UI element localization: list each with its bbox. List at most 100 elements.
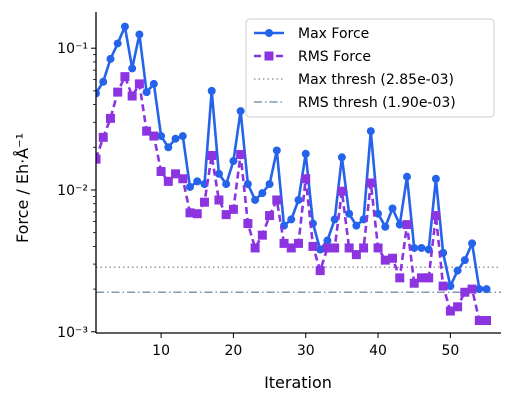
legend-marker bbox=[264, 51, 274, 61]
max-force-point bbox=[135, 30, 144, 39]
max-force-point bbox=[128, 64, 137, 73]
max-force-point bbox=[402, 172, 411, 181]
max-force-point bbox=[272, 146, 281, 155]
rms-force-point bbox=[113, 87, 123, 97]
max-force-point bbox=[149, 79, 158, 88]
x-tick-label: 10 bbox=[152, 343, 170, 359]
legend-label: Max thresh (2.85e-03) bbox=[298, 72, 454, 88]
max-force-point bbox=[316, 245, 325, 254]
rms-force-point bbox=[474, 316, 484, 326]
x-tick-label: 30 bbox=[297, 343, 315, 359]
rms-force-point bbox=[105, 113, 115, 123]
max-force-point bbox=[142, 88, 151, 97]
legend-marker bbox=[265, 29, 273, 37]
rms-force-point bbox=[228, 204, 238, 214]
max-force-point bbox=[164, 143, 173, 152]
rms-force-point bbox=[257, 230, 267, 240]
rms-force-point bbox=[380, 255, 390, 265]
x-tick-label: 20 bbox=[224, 343, 242, 359]
rms-force-point bbox=[120, 72, 130, 82]
x-tick-label: 50 bbox=[441, 343, 459, 359]
max-force-point bbox=[460, 256, 469, 265]
rms-force-point bbox=[156, 166, 166, 176]
rms-force-point bbox=[96, 154, 101, 164]
rms-force-point bbox=[163, 176, 173, 186]
legend-label: RMS Force bbox=[298, 49, 371, 65]
axes: 10 20 30 40 50 10⁻³ 10⁻² 10⁻¹ bbox=[57, 12, 501, 359]
rms-force-point bbox=[286, 243, 296, 253]
max-force-point bbox=[99, 77, 108, 86]
max-force-point bbox=[287, 215, 296, 224]
rms-force-point bbox=[294, 238, 303, 248]
y-tick-label: 10⁻³ bbox=[57, 325, 88, 341]
rms-force-point bbox=[142, 126, 152, 136]
max-force-point bbox=[243, 180, 252, 189]
max-force-point bbox=[366, 127, 375, 136]
y-tick-label: 10⁻¹ bbox=[57, 41, 88, 57]
max-force-point bbox=[258, 189, 267, 198]
max-force-point bbox=[251, 195, 260, 204]
rms-force-point bbox=[265, 211, 275, 221]
rms-force-point bbox=[243, 219, 253, 229]
rms-force-point bbox=[98, 132, 108, 142]
rms-force-point bbox=[388, 253, 398, 263]
x-axis-label: Iteration bbox=[264, 373, 332, 392]
rms-force-point bbox=[221, 210, 231, 220]
legend-label: Max Force bbox=[298, 26, 369, 42]
rms-force-point bbox=[482, 316, 492, 326]
max-force-point bbox=[113, 39, 122, 48]
max-force-point bbox=[410, 243, 419, 252]
max-force-point bbox=[193, 177, 202, 186]
legend: Max Force RMS Force Max thresh (2.85e-03) R… bbox=[245, 18, 495, 118]
max-force-point bbox=[482, 285, 491, 294]
rms-force-point bbox=[315, 266, 325, 276]
max-force-point bbox=[178, 132, 187, 141]
rms-force-point bbox=[192, 209, 202, 219]
max-force-point bbox=[345, 209, 354, 218]
rms-force-point bbox=[250, 243, 260, 253]
rms-force-point bbox=[214, 195, 224, 205]
rms-force-point bbox=[395, 273, 405, 283]
rms-force-point bbox=[322, 243, 332, 253]
max-force-point bbox=[265, 180, 274, 189]
rms-force-point bbox=[424, 273, 434, 283]
rms-force-point bbox=[178, 174, 188, 184]
rms-force-point bbox=[301, 174, 311, 184]
rms-force-point bbox=[279, 238, 289, 248]
y-axis-label: Force / Eh·Å⁻¹ bbox=[13, 133, 32, 243]
rms-force-point bbox=[366, 178, 376, 188]
max-force-point bbox=[352, 221, 361, 230]
threshold-lines bbox=[96, 266, 501, 293]
rms-force-point bbox=[207, 151, 217, 161]
rms-force-point bbox=[199, 197, 209, 207]
rms-force-point bbox=[134, 79, 144, 89]
max-force-point bbox=[236, 107, 245, 116]
max-force-point bbox=[395, 220, 404, 229]
legend-label: RMS thresh (1.90e-03) bbox=[298, 95, 456, 111]
rms-force-point bbox=[445, 306, 455, 316]
rms-force-point bbox=[337, 186, 347, 196]
rms-force-point bbox=[308, 241, 318, 251]
rms-force-point bbox=[373, 243, 383, 253]
max-force-point bbox=[453, 266, 462, 275]
max-force-point bbox=[106, 54, 115, 63]
rms-force-point bbox=[330, 243, 340, 253]
max-force-point bbox=[120, 22, 129, 31]
max-force-point bbox=[294, 195, 303, 204]
max-force-point bbox=[157, 132, 166, 141]
max-force-point bbox=[388, 204, 397, 213]
max-force-point bbox=[330, 215, 339, 224]
rms-force-point bbox=[431, 211, 441, 221]
x-tick-label: 40 bbox=[369, 343, 387, 359]
rms-force-point bbox=[438, 281, 448, 291]
max-force-point bbox=[374, 209, 383, 218]
legend-box bbox=[245, 18, 495, 118]
rms-force-point bbox=[171, 169, 181, 179]
rms-force-point bbox=[149, 131, 159, 141]
rms-force-point bbox=[351, 250, 361, 260]
rms-force-point bbox=[409, 278, 419, 288]
max-force-point bbox=[222, 180, 231, 189]
rms-force-point bbox=[185, 208, 195, 218]
max-force-point bbox=[446, 282, 455, 291]
